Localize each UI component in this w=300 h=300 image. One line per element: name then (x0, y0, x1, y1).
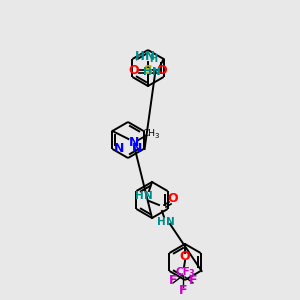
Text: O: O (157, 64, 167, 77)
Text: O: O (129, 64, 139, 77)
Text: N: N (166, 217, 175, 227)
Text: H: H (143, 67, 152, 77)
Text: H: H (149, 54, 157, 64)
Text: H: H (135, 191, 144, 201)
Text: 3: 3 (154, 133, 159, 139)
Text: F: F (169, 274, 177, 286)
Text: O: O (168, 193, 178, 206)
Text: N: N (132, 142, 142, 155)
Text: CH: CH (143, 130, 156, 139)
Text: F: F (179, 284, 187, 296)
Text: S: S (143, 64, 152, 77)
Text: N: N (144, 191, 153, 201)
Text: N: N (152, 67, 160, 77)
Text: N: N (113, 142, 124, 155)
Text: H: H (135, 50, 145, 64)
Text: CF: CF (176, 267, 190, 277)
Text: N: N (145, 50, 155, 64)
Text: H: H (157, 217, 166, 227)
Text: N: N (129, 136, 140, 149)
Text: 3: 3 (188, 269, 194, 278)
Text: O: O (180, 250, 190, 263)
Text: F: F (189, 274, 197, 286)
